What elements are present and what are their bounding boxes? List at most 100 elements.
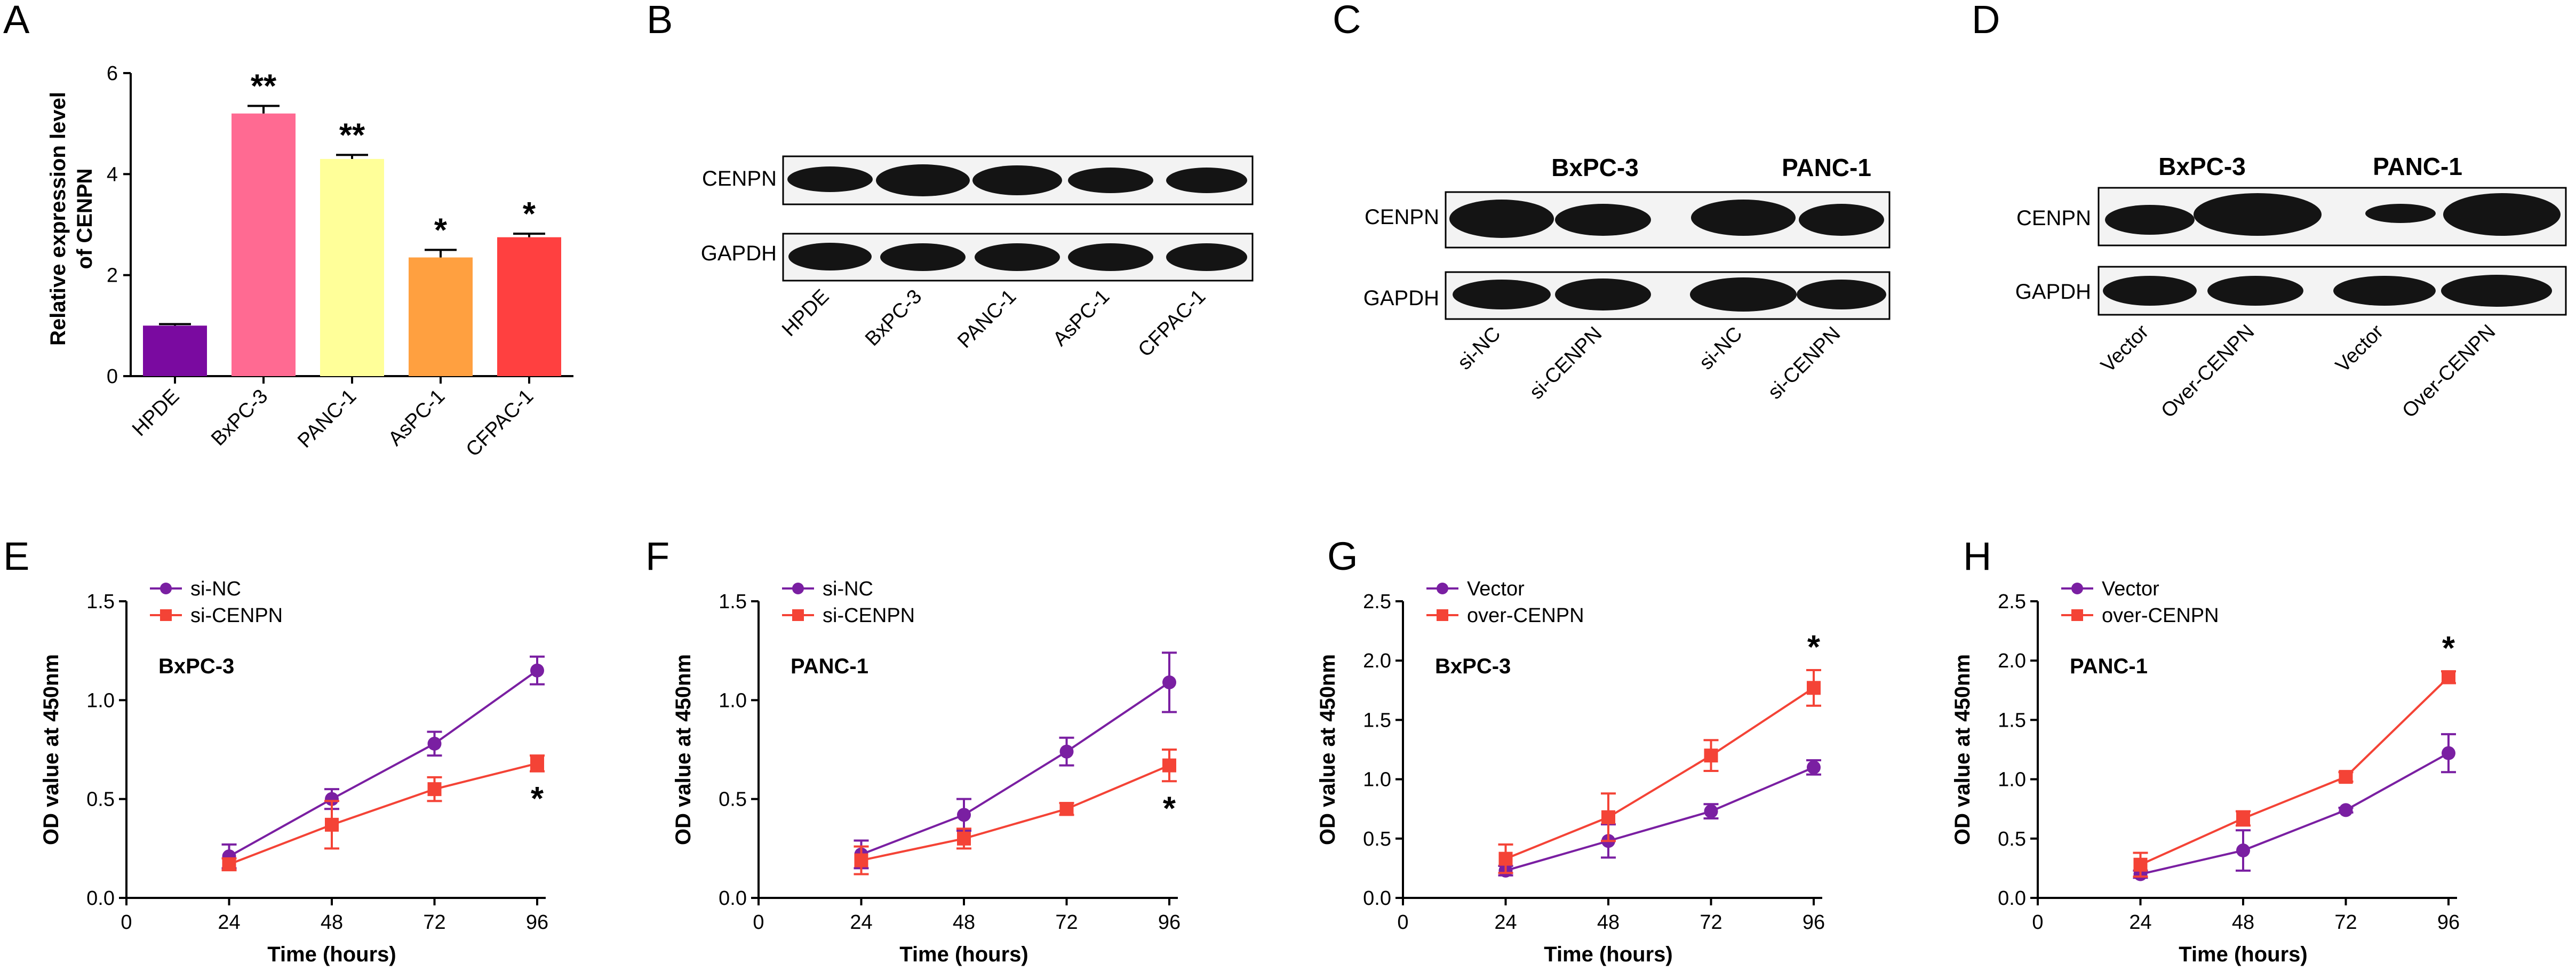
panel-c-western-blot: C BxPC-3 PANC-1 CENPN GAPDH si-NC si-CEN… bbox=[1333, 0, 1891, 404]
y-tick-label: 1.0 bbox=[86, 689, 115, 712]
panel-a-bar bbox=[409, 257, 473, 376]
x-tick-label: 0 bbox=[121, 911, 132, 934]
blot-d-band bbox=[2194, 193, 2322, 236]
blot-b-lane-label: CFPAC-1 bbox=[1134, 285, 1210, 362]
x-tick-label: 24 bbox=[218, 911, 240, 934]
blot-b-band bbox=[788, 243, 872, 270]
panel-a-bar-chart: A Relative expression level of CENPN ***… bbox=[3, 0, 573, 461]
blot-b-band bbox=[1166, 168, 1247, 193]
panel-a-significance: * bbox=[434, 212, 448, 249]
cell-line-label: BxPC-3 bbox=[158, 655, 234, 678]
panel-a-x-tick-label: AsPC-1 bbox=[384, 385, 449, 450]
data-point bbox=[2236, 843, 2250, 858]
panel-a-ylabel-line2: of CENPN bbox=[73, 169, 97, 269]
panel-letter-a: A bbox=[3, 0, 30, 42]
panel-f-line-chart: F 0.0 0.5 1.0 1.5 0 24 48 72 96 Time (hours) OD val… bbox=[645, 534, 1181, 966]
cell-line-label: PANC-1 bbox=[791, 655, 868, 678]
panel-a-bars: ***** * bbox=[143, 68, 561, 376]
data-point bbox=[1162, 675, 1176, 689]
x-tick-label: 0 bbox=[753, 911, 764, 934]
blot-c-lane-label: si-CENPN bbox=[1525, 323, 1606, 404]
series-line bbox=[1505, 766, 1814, 872]
blot-b-band bbox=[972, 165, 1062, 195]
data-point bbox=[2442, 746, 2455, 760]
x-tick-label: 0 bbox=[2032, 911, 2043, 934]
blot-c-label-gapdh: GAPDH bbox=[1363, 286, 1439, 310]
panel-e-line-chart: E 0.0 0.5 1.0 1.5 0 24 48 72 96 Time (hours) OD val… bbox=[3, 534, 548, 966]
y-tick-label: 0.5 bbox=[719, 789, 747, 811]
x-tick-label: 72 bbox=[1700, 911, 1722, 934]
panel-letter-d: D bbox=[1972, 0, 2000, 42]
line-charts: E 0.0 0.5 1.0 1.5 0 24 48 72 96 Time (hours) OD val… bbox=[3, 534, 2460, 966]
panel-a-bar bbox=[232, 113, 296, 376]
y-tick-label: 1.0 bbox=[1363, 769, 1391, 791]
data-point bbox=[2133, 857, 2148, 872]
data-point bbox=[1601, 810, 1615, 824]
x-tick-label: 96 bbox=[1158, 911, 1181, 934]
data-point bbox=[530, 756, 544, 770]
data-point bbox=[1807, 760, 1821, 775]
significance-marker: * bbox=[1163, 790, 1176, 827]
y-tick-label: 0.5 bbox=[1363, 828, 1391, 850]
panel-a-y-tick-label: 6 bbox=[107, 62, 118, 85]
panel-a-bar bbox=[143, 325, 207, 376]
x-tick-label: 24 bbox=[2129, 911, 2151, 934]
panel-a-significance: * bbox=[523, 196, 536, 233]
blot-d-label-cenpn: CENPN bbox=[2016, 206, 2091, 230]
blot-b-band bbox=[880, 243, 966, 271]
panel-a-y-tick-label: 4 bbox=[107, 163, 118, 186]
significance-marker: * bbox=[531, 781, 544, 817]
panel-letter-c: C bbox=[1333, 0, 1361, 42]
blot-b-band bbox=[787, 166, 873, 192]
x-tick-label: 96 bbox=[1803, 911, 1825, 934]
panel-letter-h: H bbox=[1963, 534, 1991, 578]
y-axis-title: OD value at 450nm bbox=[1316, 654, 1339, 845]
blot-c-cell-line-label: PANC-1 bbox=[1782, 154, 1871, 181]
data-point bbox=[427, 736, 442, 751]
legend-marker bbox=[1437, 583, 1448, 594]
y-tick-label: 0.0 bbox=[719, 887, 747, 910]
blot-c-cell-line-label: BxPC-3 bbox=[1551, 154, 1639, 181]
panel-a-significance: ** bbox=[251, 68, 277, 105]
data-point bbox=[427, 782, 442, 797]
data-point bbox=[325, 817, 339, 832]
x-tick-label: 48 bbox=[2232, 911, 2254, 934]
data-point bbox=[222, 857, 236, 871]
y-tick-label: 2.0 bbox=[1998, 650, 2026, 672]
panel-a-x-tick-label: CFPAC-1 bbox=[462, 385, 538, 461]
cell-line-label: PANC-1 bbox=[2070, 655, 2148, 678]
x-tick-label: 96 bbox=[526, 911, 548, 934]
y-axis-title: OD value at 450nm bbox=[1951, 654, 1974, 845]
blot-b-band bbox=[975, 243, 1060, 271]
x-tick-label: 96 bbox=[2437, 911, 2460, 934]
data-point bbox=[1059, 802, 1074, 816]
x-axis-title: Time (hours) bbox=[899, 943, 1028, 966]
blot-c-lane-label: si-NC bbox=[1695, 323, 1747, 375]
blot-c-label-cenpn: CENPN bbox=[1365, 205, 1439, 229]
panel-letter-g: G bbox=[1327, 534, 1358, 578]
legend-marker bbox=[160, 583, 172, 594]
blot-b-lane-label: HPDE bbox=[778, 285, 833, 341]
legend-marker bbox=[1437, 609, 1448, 621]
panel-letter-f: F bbox=[645, 534, 669, 578]
panel-a-bar bbox=[497, 237, 561, 376]
blot-d-band bbox=[2443, 193, 2561, 236]
legend-label: Vector bbox=[1467, 578, 1525, 600]
y-tick-label: 1.5 bbox=[1363, 709, 1391, 731]
panel-a-x-tick-label: PANC-1 bbox=[293, 385, 361, 452]
panel-a-y-tick-label: 2 bbox=[107, 265, 118, 287]
blot-d-band bbox=[2441, 275, 2552, 307]
data-point bbox=[1162, 758, 1176, 773]
y-tick-label: 2.5 bbox=[1998, 591, 2026, 613]
y-tick-label: 0.0 bbox=[1998, 887, 2026, 910]
series-line bbox=[861, 764, 1170, 862]
panel-a-y-tick-label: 0 bbox=[107, 365, 118, 388]
x-tick-label: 24 bbox=[850, 911, 872, 934]
y-axis-title: OD value at 450nm bbox=[672, 654, 695, 845]
data-point bbox=[1498, 851, 1513, 866]
blot-d-cell-line-label: BxPC-3 bbox=[2158, 153, 2246, 180]
blot-d-lane-label: Vector bbox=[2096, 320, 2153, 377]
legend-label: si-CENPN bbox=[190, 604, 283, 627]
blot-d-band bbox=[2207, 276, 2303, 306]
legend-marker bbox=[160, 609, 172, 621]
